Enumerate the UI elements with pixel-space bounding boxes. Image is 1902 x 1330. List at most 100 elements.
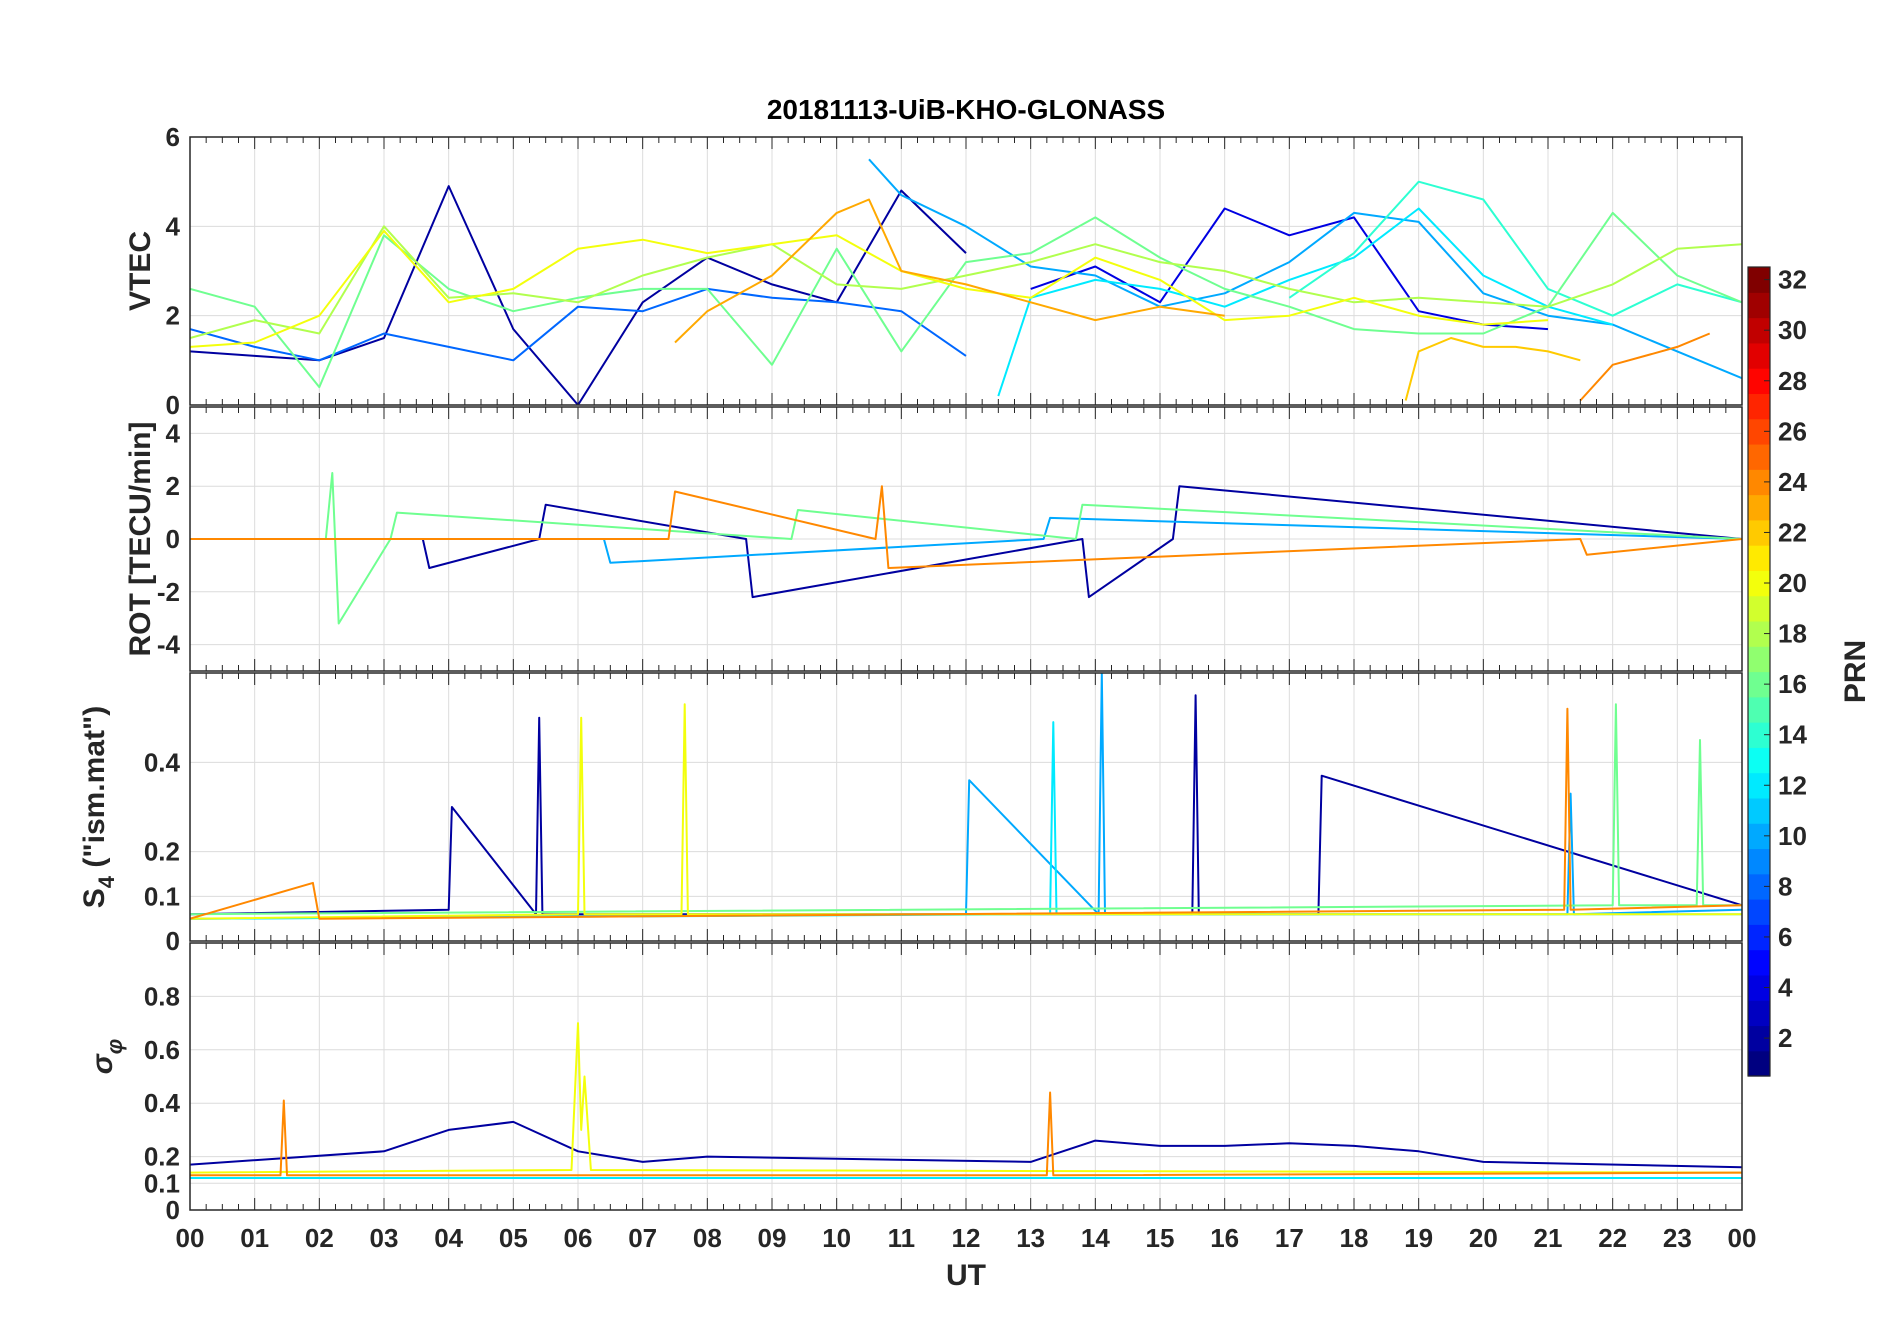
colorbar-segment [1748, 899, 1770, 925]
x-tick-label: 13 [1016, 1223, 1045, 1253]
colorbar-segment [1748, 848, 1770, 875]
colorbar-segment [1748, 570, 1770, 597]
x-tick-label: 14 [1081, 1223, 1110, 1253]
y-tick-label: 0 [166, 1195, 180, 1225]
series-prn-22 [1404, 337, 1581, 401]
colorbar-segment [1748, 1050, 1770, 1077]
series-prn-10 [190, 673, 1742, 920]
colorbar-segment [1748, 1025, 1770, 1052]
x-tick-label: 11 [888, 1223, 916, 1253]
colorbar-segment [1748, 696, 1770, 723]
colorbar-segment [1748, 494, 1770, 521]
series-prn-2 [190, 485, 1742, 599]
y-tick-label: 0.4 [144, 747, 181, 777]
colorbar-segment [1748, 519, 1770, 546]
y-tick-label: 0.4 [144, 1088, 181, 1118]
y-tick-label: 0.2 [144, 837, 180, 867]
colorbar-segment [1748, 342, 1770, 369]
y-tick-label: -4 [157, 630, 181, 660]
x-tick-label: 01 [240, 1223, 269, 1253]
colorbar-tick-label: 32 [1778, 265, 1807, 295]
colorbar-segment [1748, 722, 1770, 748]
y-tick-label: 0.8 [144, 981, 180, 1011]
colorbar-segment [1748, 292, 1770, 319]
x-tick-label: 21 [1534, 1223, 1563, 1253]
y-tick-label: 6 [166, 122, 180, 152]
x-tick-label: 04 [434, 1223, 463, 1253]
series-prn-23 [674, 198, 1225, 344]
y-axis-label: ROT [TECU/min] [124, 422, 157, 657]
colorbar-segment [1748, 646, 1770, 673]
x-tick-label: 15 [1146, 1223, 1175, 1253]
series-prn-2 [190, 1120, 1742, 1169]
colorbar-tick-label: 28 [1778, 366, 1807, 396]
series-prn-24 [190, 1091, 1742, 1177]
colorbar-tick-label: 6 [1778, 922, 1792, 952]
series-prn-24 [190, 707, 1742, 920]
colorbar-segment [1748, 443, 1770, 470]
y-tick-label: 0 [166, 926, 180, 956]
chart-title: 20181113-UiB-KHO-GLONASS [767, 94, 1165, 125]
colorbar-tick-label: 8 [1778, 871, 1792, 901]
panel-vtec: 0 2 4 6 VTEC [124, 122, 1743, 420]
x-tick-label: 03 [370, 1223, 399, 1253]
colorbar-tick-label: 12 [1778, 770, 1807, 800]
y-axis-label: S4 ("ism.mat") [78, 706, 119, 908]
x-tick-label: 10 [822, 1223, 851, 1253]
colorbar-tick-label: 24 [1778, 467, 1807, 497]
y-tick-label: 4 [166, 418, 181, 448]
colorbar-tick-label: 16 [1778, 669, 1807, 699]
x-axis-label: UT [946, 1259, 986, 1292]
x-tick-label: 00 [176, 1223, 205, 1253]
colorbar-tick-label: 18 [1778, 619, 1807, 649]
y-tick-label: 0.2 [144, 1142, 180, 1172]
colorbar-tick-label: 22 [1778, 517, 1807, 547]
y-tick-label: 0 [166, 524, 180, 554]
colorbar-tick-label: 10 [1778, 821, 1807, 851]
x-tick-label: 22 [1598, 1223, 1627, 1253]
colorbar-segment [1748, 595, 1770, 622]
series-prn-16 [190, 703, 1742, 916]
y-tick-label: 4 [166, 211, 181, 241]
colorbar-segment [1748, 267, 1770, 293]
colorbar-segment [1748, 368, 1770, 395]
x-tick-label: 16 [1210, 1223, 1239, 1253]
y-tick-label: 0 [166, 390, 180, 420]
colorbar-segment [1748, 772, 1770, 799]
colorbar-segment [1748, 823, 1770, 850]
series-prn-16 [190, 472, 1742, 625]
colorbar-tick-label: 14 [1778, 720, 1807, 750]
panel-sigphi: 00.10.2 0.4 0.6 0.8 σφ 00 01 02 03 04 05 06 07 08 09 10… [86, 942, 1756, 1253]
series-prn-8 [190, 287, 967, 362]
x-tick-label: 09 [758, 1223, 787, 1253]
y-tick-label: 0.6 [144, 1035, 180, 1065]
colorbar-segment [1748, 974, 1770, 1001]
colorbar-segment [1748, 797, 1770, 824]
y-tick-label: 0.1 [144, 881, 180, 911]
x-tick-label: 18 [1340, 1223, 1369, 1253]
colorbar-segment [1748, 418, 1770, 445]
series-prn-16 [190, 211, 1742, 389]
series-prn-18 [190, 225, 1742, 339]
x-tick-label: 07 [628, 1223, 657, 1253]
series-group [190, 472, 1742, 625]
colorbar-tick-label: 4 [1778, 973, 1793, 1003]
series-group [190, 1022, 1742, 1179]
colorbar-segment [1748, 469, 1770, 496]
panel-rot: -4 -2 0 2 4 ROT [TECU/min] [124, 406, 1743, 672]
colorbar-segment [1748, 671, 1770, 698]
colorbar-label: PRN [1839, 640, 1872, 703]
x-tick-label: 08 [693, 1223, 722, 1253]
panel-s4: 0 0.1 0.2 0.4 S4 ("ism.mat") [78, 672, 1743, 956]
series-prn-24 [190, 485, 1742, 569]
colorbar-tick-label: 30 [1778, 315, 1807, 345]
x-tick-label: 12 [952, 1223, 981, 1253]
colorbar-tick-label: 20 [1778, 568, 1807, 598]
x-tick-label: 23 [1663, 1223, 1692, 1253]
colorbar-segment [1748, 393, 1770, 420]
x-tick-label: 06 [564, 1223, 593, 1253]
colorbar-frame [1747, 266, 1771, 1077]
